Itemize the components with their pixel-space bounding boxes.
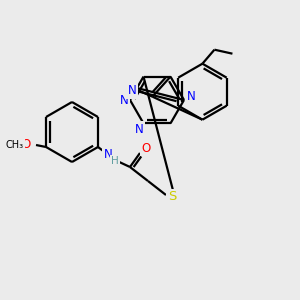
Text: N: N — [103, 148, 112, 161]
Text: O: O — [141, 142, 151, 154]
Text: N: N — [135, 123, 144, 136]
Text: N: N — [187, 91, 195, 103]
Text: S: S — [168, 190, 176, 203]
Text: N: N — [128, 84, 136, 97]
Text: CH₃: CH₃ — [6, 140, 24, 150]
Text: N: N — [120, 94, 128, 106]
Text: O: O — [21, 139, 31, 152]
Text: H: H — [111, 156, 119, 166]
